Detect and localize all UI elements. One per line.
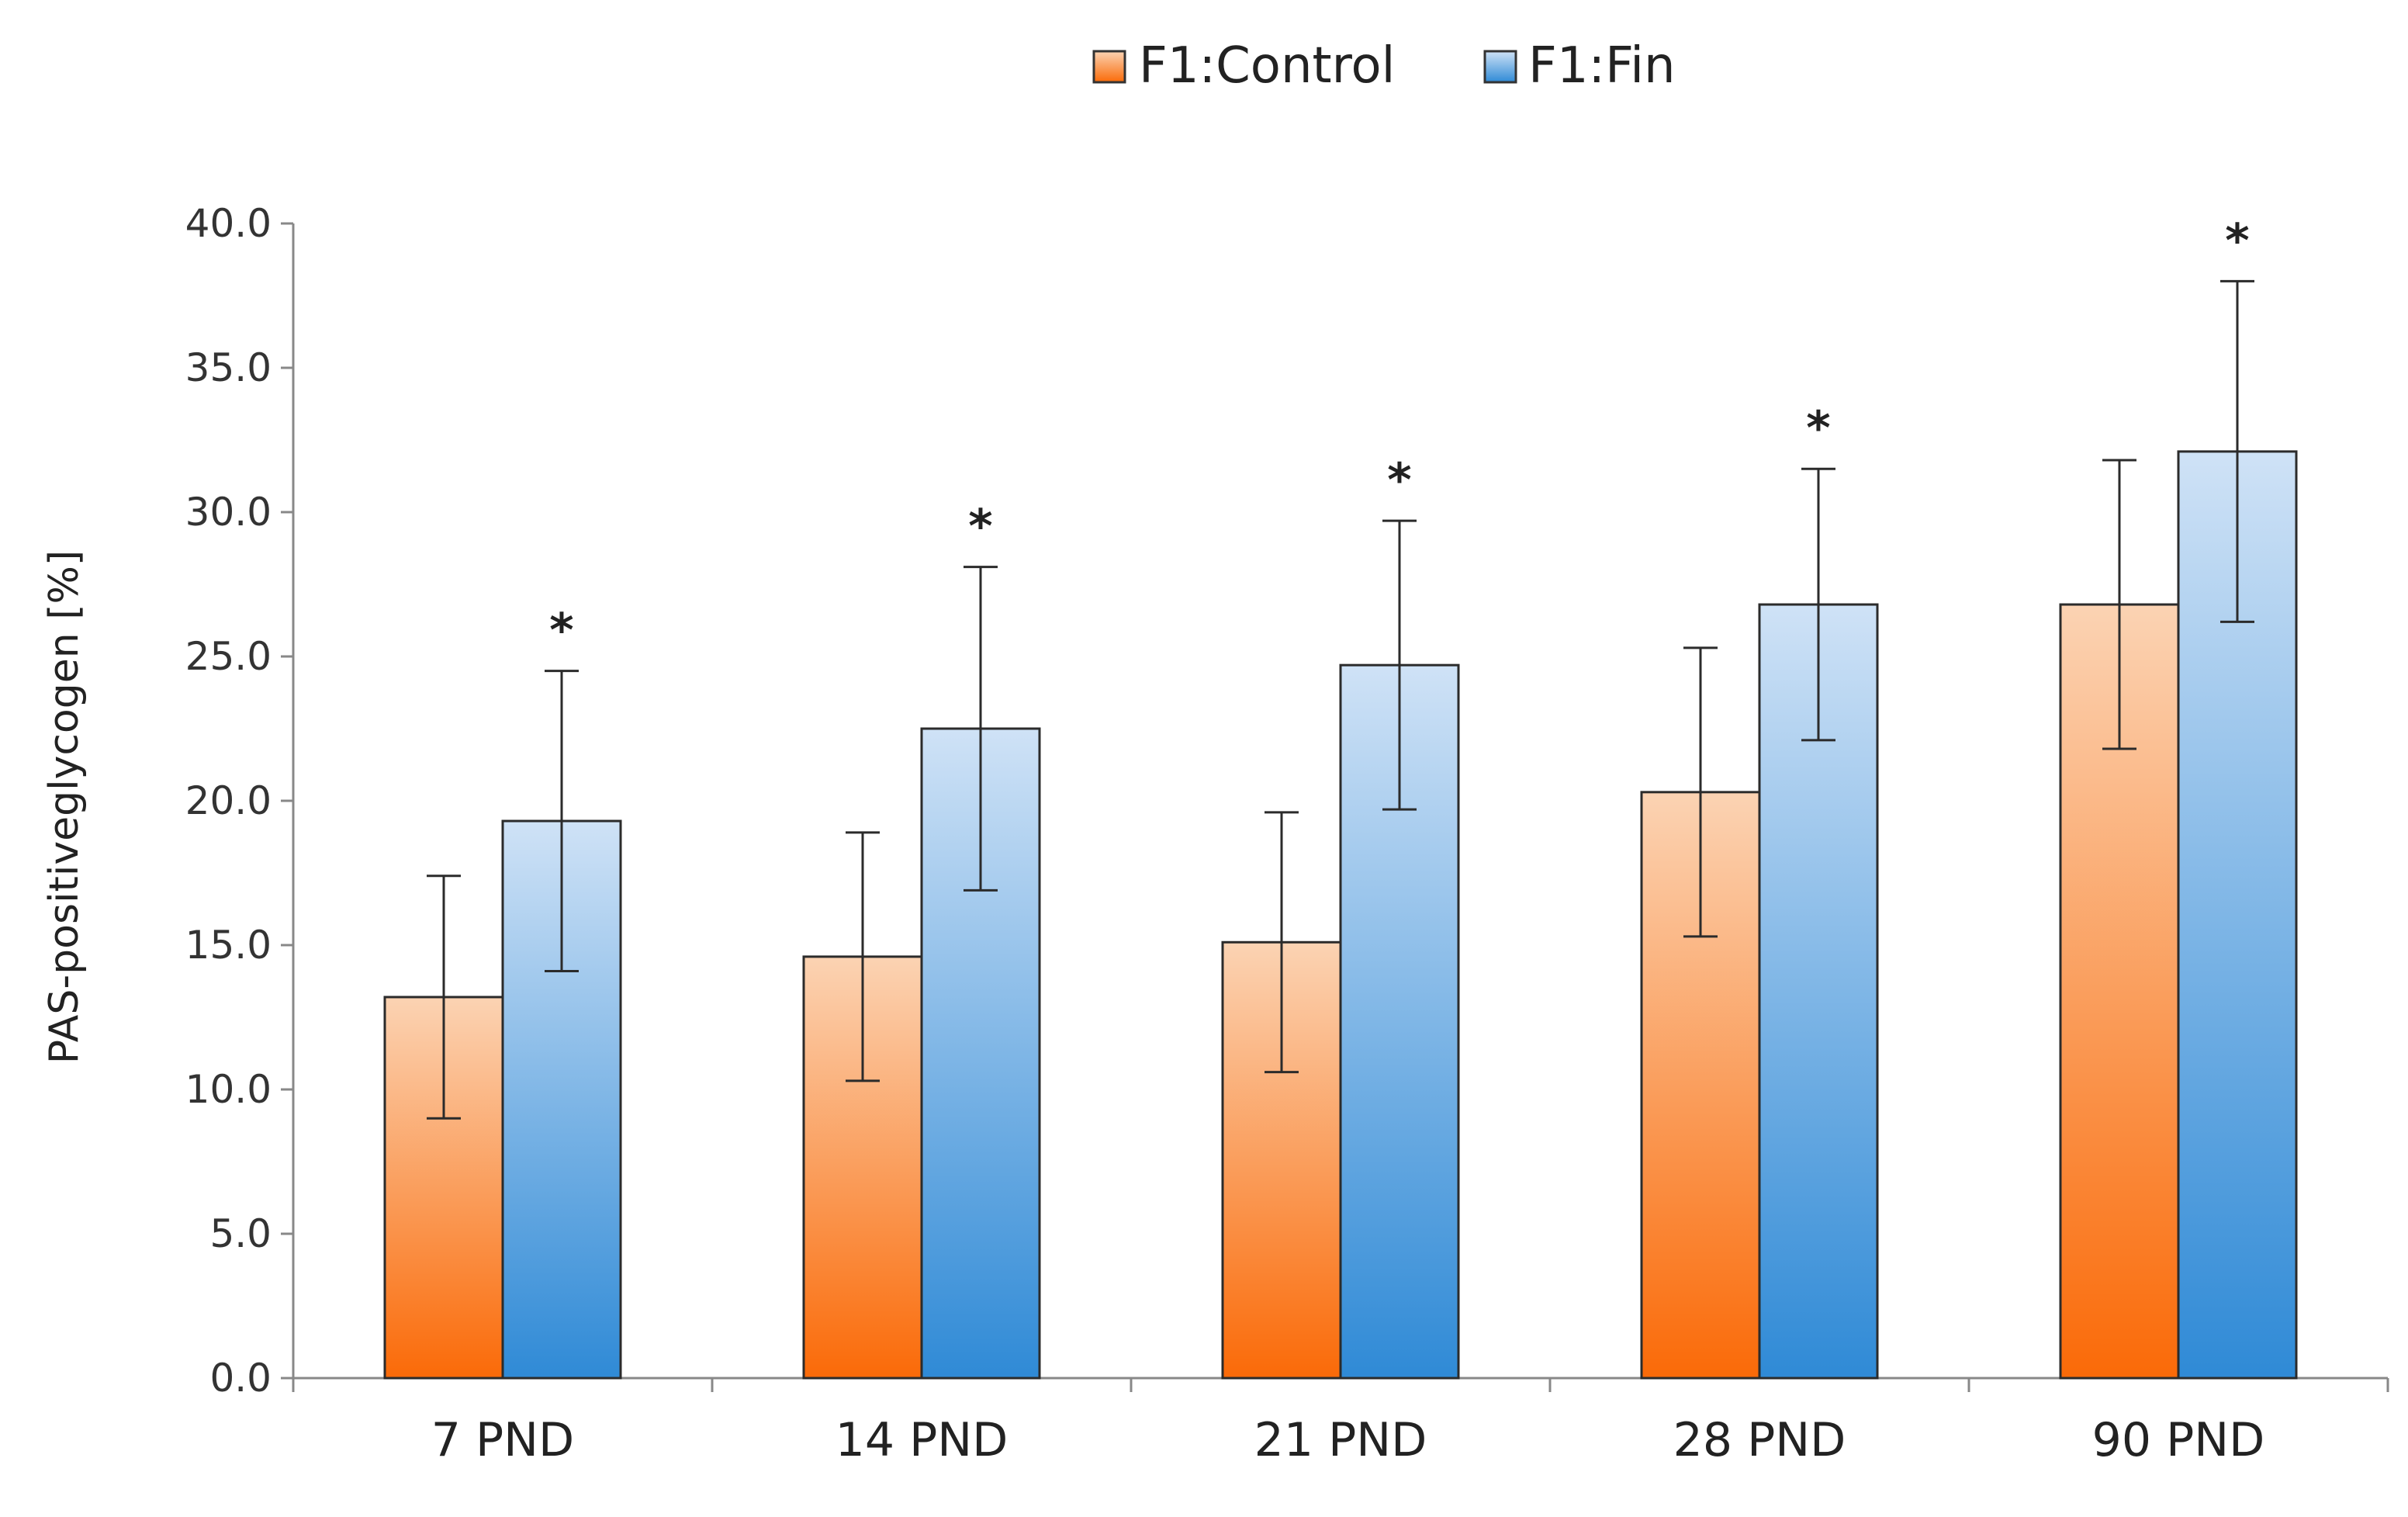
y-tick-label: 0.0	[209, 1356, 272, 1401]
x-ticks	[292, 1378, 2389, 1392]
significance-asterisk: *	[1387, 453, 1411, 507]
y-tick-label: 35.0	[185, 345, 272, 390]
significance-asterisk: *	[549, 604, 573, 658]
legend: F1:Control F1:Fin	[1092, 37, 1676, 95]
significance-asterisk: *	[2225, 213, 2249, 268]
y-tick-label: 25.0	[185, 634, 272, 679]
significance-asterisk: *	[968, 500, 992, 554]
x-category-label: 7 PND	[431, 1413, 575, 1467]
y-tick-label: 20.0	[185, 778, 272, 823]
y-tick-label: 5.0	[209, 1211, 272, 1256]
x-category-label: 21 PND	[1254, 1413, 1427, 1467]
y-tick-label: 10.0	[185, 1067, 272, 1112]
y-ticks: 0.0 5.0 10.0 15.0 20.0 25.0 30.0 35.0 40.0	[185, 201, 293, 1401]
y-tick-label: 15.0	[185, 923, 272, 968]
significance-asterisk: *	[1806, 401, 1830, 455]
legend-swatch-control	[1092, 50, 1126, 84]
y-tick-label: 40.0	[185, 201, 272, 246]
legend-swatch-fin	[1483, 50, 1517, 84]
x-category-label: 28 PND	[1673, 1413, 1846, 1467]
y-axis-title: PAS-positiveglycogen [%]	[41, 550, 88, 1064]
x-category-label: 90 PND	[2092, 1413, 2265, 1467]
error-bars	[427, 279, 2254, 1120]
y-tick-label: 30.0	[185, 490, 272, 535]
x-category-label: 14 PND	[836, 1413, 1009, 1467]
bars	[383, 450, 2298, 1380]
legend-label-control: F1:Control	[1139, 37, 1395, 95]
significance-marks: * * * * *	[549, 213, 2249, 657]
legend-label-fin: F1:Fin	[1528, 37, 1676, 95]
category-labels: 7 PND 14 PND 21 PND 28 PND 90 PND	[431, 1413, 2265, 1467]
